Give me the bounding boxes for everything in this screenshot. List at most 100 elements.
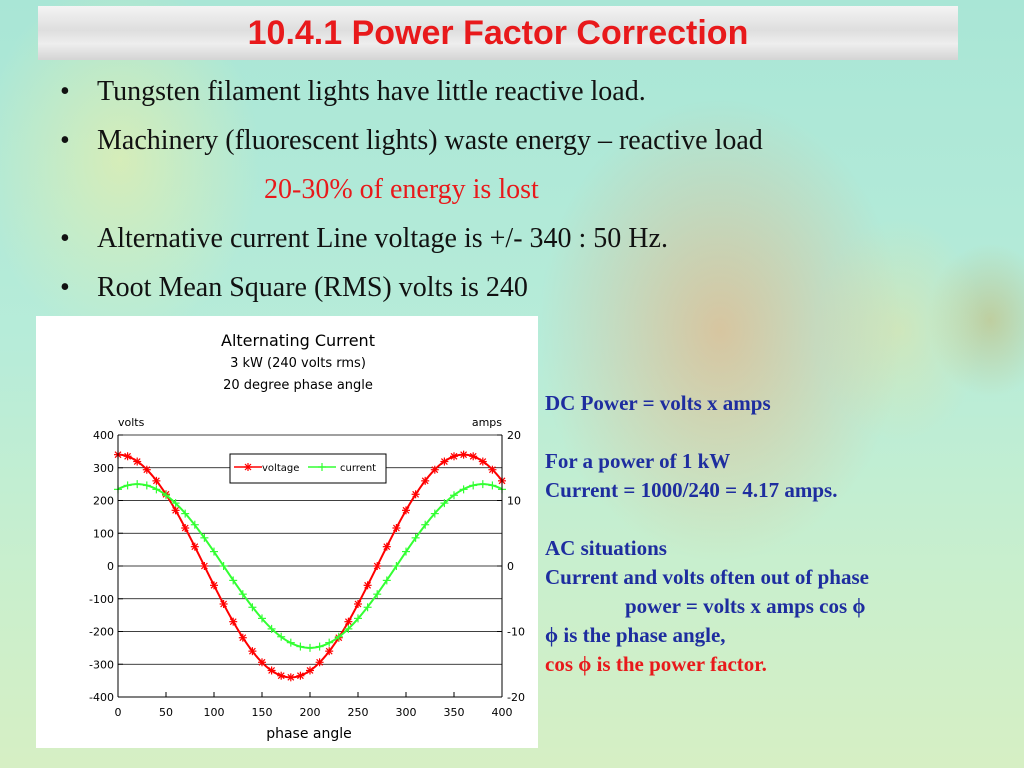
voltage-marker-d2 (364, 581, 372, 589)
voltage-marker-d2 (383, 543, 391, 551)
voltage-point (123, 452, 132, 461)
voltage-marker-d2 (412, 490, 420, 498)
current-point (229, 576, 238, 585)
current-point (248, 603, 257, 612)
bullet-item: • Root Mean Square (RMS) volts is 240 (0, 268, 1000, 317)
bullet-dot: • (60, 125, 70, 156)
voltage-point (181, 524, 190, 533)
voltage-point (325, 647, 334, 656)
voltage-marker-d2 (248, 647, 256, 655)
current-point (152, 485, 161, 494)
voltage-marker-d2 (450, 452, 458, 460)
current-point (430, 509, 439, 518)
slide-title: 10.4.1 Power Factor Correction (247, 13, 749, 52)
current-point (123, 481, 132, 490)
chart-subtitle-2: 20 degree phase angle (223, 378, 373, 393)
voltage-point (277, 671, 286, 680)
voltage-marker-d2 (402, 506, 410, 514)
out-of-phase-text: Current and volts often out of phase (545, 565, 869, 589)
voltage-marker-d2 (316, 658, 324, 666)
x-tick-label: 50 (159, 706, 173, 719)
voltage-point (354, 599, 362, 608)
voltage-point (450, 452, 458, 461)
bullet-text: Root Mean Square (RMS) volts is 240 (97, 272, 528, 303)
y-axis-left-label: volts (118, 416, 145, 429)
voltage-marker-d2 (325, 647, 333, 655)
voltage-marker-d2 (373, 562, 381, 570)
x-tick-label: 100 (204, 706, 225, 719)
voltage-marker-d2 (200, 562, 208, 570)
current-point (258, 614, 266, 623)
y-left-tick-label: -200 (89, 626, 114, 639)
legend-marker (244, 463, 252, 471)
voltage-point (210, 581, 218, 590)
voltage-marker-d2 (469, 452, 477, 460)
voltage-point (411, 490, 420, 499)
bullet-item: • Tungsten filament lights have little r… (0, 72, 1000, 121)
voltage-point (142, 465, 151, 474)
current-point (344, 624, 353, 633)
current-point (469, 481, 478, 490)
bullet-item: • Alternative current Line voltage is +/… (0, 219, 1000, 268)
voltage-point (469, 452, 478, 461)
current-point (190, 520, 199, 529)
voltage-point (344, 617, 353, 626)
voltage-point (286, 673, 295, 682)
current-point (392, 562, 401, 570)
current-point (142, 481, 151, 490)
voltage-point (402, 506, 410, 515)
voltage-marker-d2 (143, 466, 151, 474)
bullet-dot: • (60, 272, 70, 303)
current-point (373, 590, 382, 599)
x-tick-label: 200 (300, 706, 321, 719)
bullet-text: Alternative current Line voltage is +/- … (97, 223, 668, 254)
dc-power-text: DC Power = volts x amps (545, 391, 771, 415)
voltage-point (459, 450, 468, 459)
current-point (440, 499, 449, 508)
notes-panel: DC Power = volts x amps For a power of 1… (545, 389, 1015, 679)
legend-voltage-label: voltage (262, 463, 299, 474)
ac-chart: Alternating Current 3 kW (240 volts rms)… (36, 316, 538, 748)
current-point (162, 491, 170, 500)
y-axis-right-label: amps (472, 416, 502, 429)
legend-box (229, 453, 387, 484)
voltage-marker-d2 (220, 600, 228, 608)
current-point (210, 547, 218, 556)
x-tick-label: 150 (252, 706, 273, 719)
y-left-tick-label: 300 (93, 462, 114, 475)
current-point (200, 533, 209, 542)
voltage-marker-d2 (191, 543, 199, 551)
voltage-marker-d2 (239, 634, 247, 642)
voltage-point (258, 658, 266, 667)
voltage-marker-d2 (152, 477, 160, 485)
energy-lost-line: 20-30% of energy is lost (0, 170, 1000, 219)
voltage-marker-d2 (421, 477, 429, 485)
current-point (325, 638, 334, 647)
current-point (286, 638, 295, 647)
y-left-tick-label: -300 (89, 658, 114, 671)
voltage-point (392, 524, 401, 533)
current-point (478, 480, 487, 489)
current-point (450, 491, 458, 500)
legend-current-label: current (340, 463, 376, 474)
bullet-item: • Machinery (fluorescent lights) waste e… (0, 121, 1000, 170)
y-left-tick-label: 0 (107, 560, 114, 573)
bullet-list: • Tungsten filament lights have little r… (0, 72, 1000, 317)
chart-axes: 4003002001000-100-200-300-40020100-10-20… (89, 429, 525, 719)
voltage-point (171, 506, 180, 515)
current-point (421, 520, 430, 529)
x-tick-label: 250 (348, 706, 369, 719)
title-bar: 10.4.1 Power Factor Correction (38, 6, 958, 60)
voltage-marker-d2 (268, 667, 276, 674)
current-point (459, 485, 468, 494)
current-point (133, 480, 142, 489)
phase-angle-text: ϕ is the phase angle, (545, 623, 726, 647)
y-right-tick-label: 10 (507, 495, 521, 508)
voltage-marker-d2 (229, 618, 237, 626)
voltage-marker-d2 (479, 458, 487, 465)
current-point (315, 642, 324, 651)
ac-chart-svg: Alternating Current 3 kW (240 volts rms)… (89, 331, 525, 742)
voltage-point (363, 581, 372, 590)
voltage-point (238, 633, 247, 642)
voltage-marker-d2 (258, 658, 266, 666)
